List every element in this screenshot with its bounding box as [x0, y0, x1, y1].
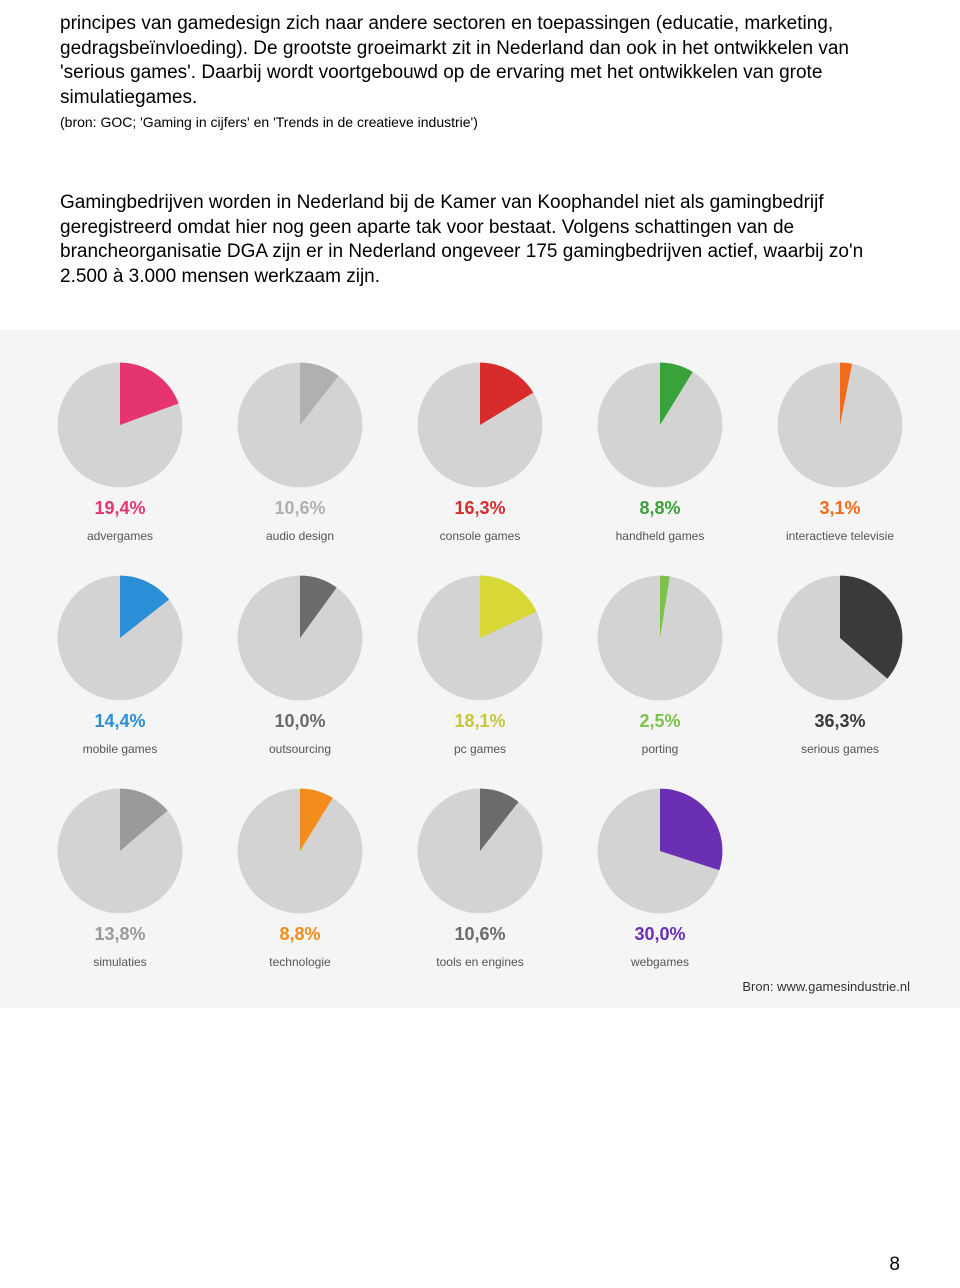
pie-name-label: technologie [269, 955, 330, 969]
pie-percent-label: 18,1% [454, 711, 505, 732]
pie-name-label: simulaties [93, 955, 146, 969]
pie-chart-grid: 19,4% advergames 10,6% audio design 16,3% con… [40, 360, 920, 969]
chart-source: Bron: www.gamesindustrie.nl [40, 969, 920, 998]
pie-chart [595, 360, 725, 490]
pie-chart [415, 360, 545, 490]
pie-chart-panel: 19,4% advergames 10,6% audio design 16,3% con… [0, 330, 960, 1008]
pie-name-label: webgames [631, 955, 689, 969]
pie-cell: 10,0% outsourcing [220, 573, 380, 756]
pie-chart [55, 786, 185, 916]
pie-cell: 19,4% advergames [40, 360, 200, 543]
pie-cell: 36,3% serious games [760, 573, 920, 756]
pie-name-label: mobile games [83, 742, 158, 756]
pie-percent-label: 8,8% [639, 498, 680, 519]
pie-name-label: pc games [454, 742, 506, 756]
pie-percent-label: 10,6% [274, 498, 325, 519]
pie-cell: 13,8% simulaties [40, 786, 200, 969]
pie-cell: 10,6% audio design [220, 360, 380, 543]
pie-cell: 14,4% mobile games [40, 573, 200, 756]
paragraph-2: Gamingbedrijven worden in Nederland bij … [0, 131, 960, 290]
pie-percent-label: 16,3% [454, 498, 505, 519]
pie-cell: 30,0% webgames [580, 786, 740, 969]
pie-cell: 18,1% pc games [400, 573, 560, 756]
pie-chart [595, 786, 725, 916]
pie-chart [235, 360, 365, 490]
pie-cell: 8,8% handheld games [580, 360, 740, 543]
pie-cell: 10,6% tools en engines [400, 786, 560, 969]
pie-chart [55, 573, 185, 703]
pie-chart [55, 360, 185, 490]
pie-percent-label: 19,4% [94, 498, 145, 519]
pie-chart [415, 573, 545, 703]
pie-chart [775, 360, 905, 490]
pie-percent-label: 10,6% [454, 924, 505, 945]
pie-cell: 2,5% porting [580, 573, 740, 756]
pie-name-label: interactieve televisie [786, 529, 894, 543]
pie-cell: 3,1% interactieve televisie [760, 360, 920, 543]
pie-name-label: outsourcing [269, 742, 331, 756]
pie-chart [415, 786, 545, 916]
pie-percent-label: 30,0% [634, 924, 685, 945]
pie-percent-label: 13,8% [94, 924, 145, 945]
source-note-1: (bron: GOC; 'Gaming in cijfers' en 'Tren… [0, 111, 960, 131]
pie-percent-label: 3,1% [819, 498, 860, 519]
pie-name-label: porting [642, 742, 679, 756]
pie-name-label: serious games [801, 742, 879, 756]
pie-chart [235, 573, 365, 703]
pie-name-label: handheld games [616, 529, 705, 543]
pie-chart [235, 786, 365, 916]
pie-chart [775, 573, 905, 703]
pie-percent-label: 10,0% [274, 711, 325, 732]
pie-percent-label: 14,4% [94, 711, 145, 732]
pie-cell: 8,8% technologie [220, 786, 380, 969]
pie-name-label: advergames [87, 529, 153, 543]
pie-name-label: tools en engines [436, 955, 523, 969]
pie-percent-label: 8,8% [279, 924, 320, 945]
pie-name-label: console games [440, 529, 521, 543]
pie-percent-label: 36,3% [814, 711, 865, 732]
pie-name-label: audio design [266, 529, 334, 543]
pie-percent-label: 2,5% [639, 711, 680, 732]
paragraph-1: principes van gamedesign zich naar ander… [0, 0, 960, 111]
page-number: 8 [889, 1254, 900, 1276]
pie-cell: 16,3% console games [400, 360, 560, 543]
pie-chart [595, 573, 725, 703]
